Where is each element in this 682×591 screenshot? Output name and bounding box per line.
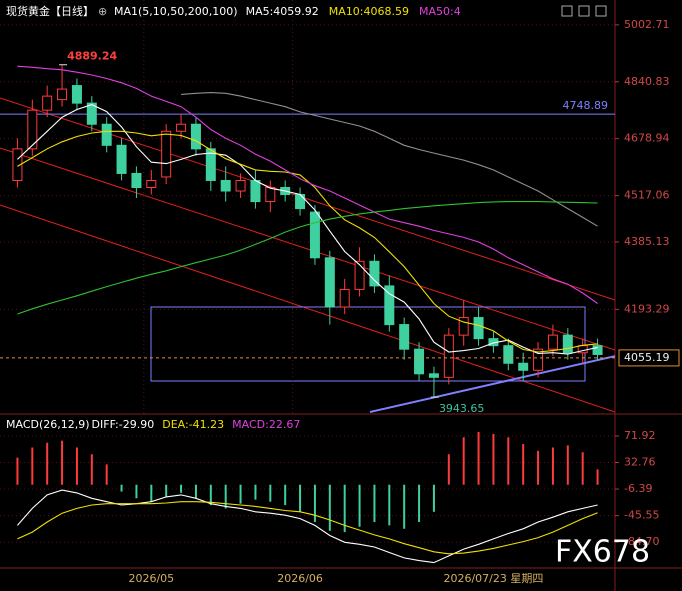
- candle-body: [101, 123, 112, 146]
- last-price-box: [618, 349, 680, 367]
- candle-body: [86, 102, 97, 125]
- y-tick-label: 4840.83: [624, 75, 670, 88]
- indicator-text: MA1(5,10,50,200,100): [114, 5, 238, 18]
- high-label: 4889.24: [67, 50, 117, 63]
- x-tick-label: 2026/07/23 星期四: [443, 572, 543, 585]
- candle-body: [503, 345, 514, 364]
- candle-body: [414, 348, 425, 375]
- range-box: [150, 306, 586, 382]
- candle-body: [339, 288, 350, 308]
- candle-body: [176, 123, 187, 132]
- candle-body: [146, 179, 157, 189]
- y-tick-label: 4193.29: [624, 302, 670, 315]
- candle-body: [473, 317, 484, 340]
- legend-text: MA5:4059.92: [246, 5, 319, 18]
- icon-text: ⊕: [98, 5, 107, 18]
- watermark: FX678: [555, 535, 650, 570]
- candle-body: [12, 148, 23, 181]
- candle-body: [428, 373, 439, 378]
- y-tick-label: 4517.06: [624, 189, 670, 202]
- candle-body: [533, 348, 544, 371]
- candle-body: [295, 194, 306, 210]
- x-tick-label: 2026/06: [277, 572, 323, 585]
- candle-body: [235, 179, 246, 192]
- candle-body: [354, 260, 365, 290]
- y-tick-label: 4678.94: [624, 132, 670, 145]
- candle-body: [27, 109, 38, 150]
- macd-panel: [0, 431, 615, 564]
- candle-body: [220, 179, 231, 192]
- candle-body: [42, 95, 53, 111]
- legend-text: 现货黄金【日线】: [6, 4, 94, 18]
- candle-body: [250, 179, 261, 203]
- icon[interactable]: [595, 5, 607, 17]
- candle-body: [562, 334, 573, 354]
- candle-body: [324, 257, 335, 308]
- candle-body: [116, 144, 127, 174]
- low-label: 3943.65: [439, 402, 485, 415]
- trend-line: [0, 204, 615, 413]
- legend-text: DEA:-41.23: [162, 418, 224, 431]
- trend-line: [0, 147, 615, 351]
- y-tick-label: 71.92: [624, 429, 656, 442]
- candle-body: [384, 285, 395, 326]
- candle-body: [547, 334, 558, 350]
- candle-body: [458, 317, 469, 336]
- y-tick-label: 32.76: [624, 456, 656, 469]
- candle-body: [71, 85, 82, 104]
- last-price-label: 4055.19: [624, 351, 670, 364]
- y-tick-label: 4385.13: [624, 235, 670, 248]
- icon[interactable]: [578, 5, 590, 17]
- toolbar-icons[interactable]: [561, 5, 607, 17]
- y-tick-label: -6.39: [624, 482, 652, 495]
- indicator-line: [17, 104, 598, 355]
- legend-text: DIFF:-29.90: [92, 418, 155, 431]
- y-tick-label: -45.55: [624, 509, 659, 522]
- candle-body: [369, 260, 380, 287]
- candle-body: [443, 334, 454, 378]
- indicator-line: [17, 501, 598, 555]
- y-tick-label: -84.70: [624, 535, 659, 548]
- candle-body: [57, 88, 68, 101]
- legend-text: MACD:22.67: [232, 418, 300, 431]
- candle-body: [131, 172, 142, 189]
- price-panel: [0, 0, 615, 413]
- icon[interactable]: [561, 5, 573, 17]
- candle-body: [518, 362, 529, 371]
- x-tick-label: 2026/05: [128, 572, 174, 585]
- candle-body: [309, 211, 320, 259]
- indicator-line: [17, 201, 598, 315]
- candle-body: [190, 123, 201, 150]
- legend-text: MA10:4068.59: [329, 5, 409, 18]
- y-tick-label: 5002.71: [624, 18, 670, 31]
- candle-body: [399, 324, 410, 350]
- legend-text: MA50:4: [419, 5, 461, 18]
- panel-title: MACD(26,12,9): [6, 418, 90, 431]
- support-line: [369, 355, 615, 413]
- level-label: 4748.89: [563, 99, 609, 112]
- indicator-line: [181, 92, 598, 227]
- candle-body: [265, 187, 276, 203]
- indicator-line: [17, 130, 598, 353]
- indicator-line: [17, 65, 598, 304]
- candle-body: [161, 130, 172, 178]
- candle-body: [592, 345, 603, 355]
- candle-body: [205, 148, 216, 181]
